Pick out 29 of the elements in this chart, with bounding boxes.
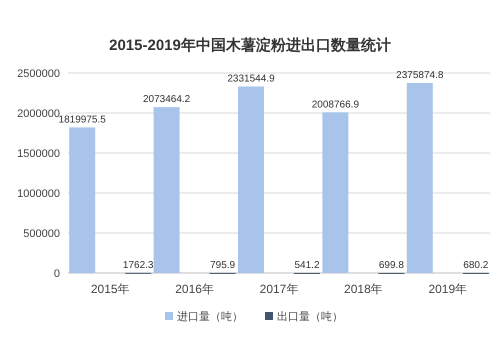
bar [154, 107, 180, 273]
x-tick-label: 2015年 [90, 282, 130, 296]
data-label: 2073464.2 [142, 94, 191, 106]
data-label: 699.8 [378, 260, 404, 271]
data-label: 1762.3 [122, 260, 154, 271]
data-label: 2331544.9 [227, 73, 276, 84]
x-tick-label: 2018年 [344, 282, 383, 296]
y-tick-label: 2000000 [17, 108, 60, 120]
data-label: 541.2 [294, 260, 320, 271]
legend-label: 进口量（吨） [177, 310, 243, 323]
data-label: 2375874.8 [396, 70, 444, 81]
y-tick-label: 500000 [23, 228, 60, 240]
bar [322, 112, 348, 273]
bar [406, 82, 433, 273]
x-tick-label: 2017年 [260, 282, 298, 296]
y-tick-label: 1500000 [17, 148, 60, 160]
chart-title: 2015-2019年中国木薯淀粉进出口数量统计 [109, 36, 391, 54]
data-label: 2008766.9 [312, 99, 360, 110]
bar [238, 86, 264, 273]
data-label: 1819975.5 [58, 114, 106, 126]
x-tick-label: 2019年 [428, 282, 468, 296]
y-tick-label: 2500000 [17, 68, 60, 80]
bar [69, 127, 96, 273]
x-tick-label: 2016年 [175, 282, 214, 296]
data-label: 795.9 [210, 260, 236, 271]
legend-label: 出口量（吨） [277, 310, 343, 323]
data-label: 680.2 [463, 260, 489, 271]
y-tick-label: 1000000 [17, 188, 60, 200]
y-tick-label: 0 [54, 268, 60, 280]
